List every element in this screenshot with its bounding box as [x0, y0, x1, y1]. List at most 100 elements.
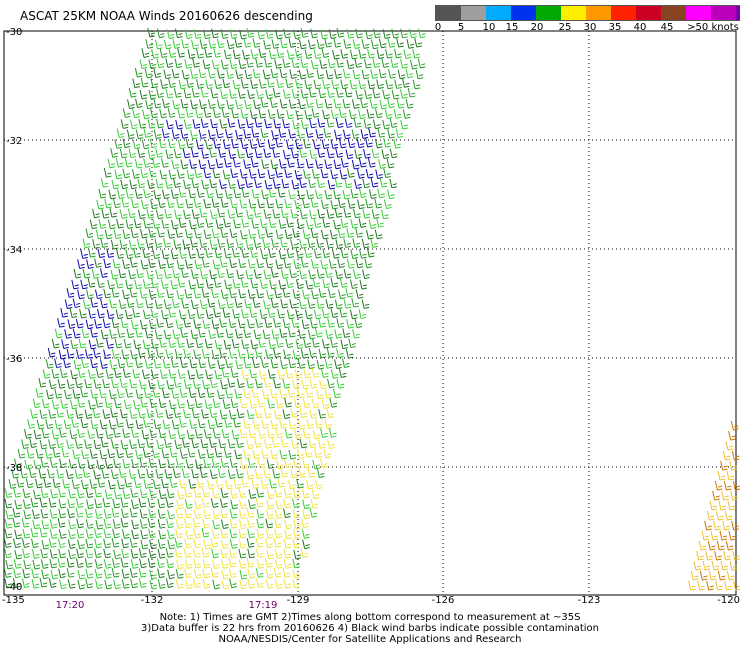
- wind-barb: [338, 289, 346, 300]
- wind-barb: [219, 409, 228, 420]
- wind-barb: [249, 308, 258, 318]
- wind-barb: [304, 49, 313, 59]
- wind-barb: [120, 179, 128, 190]
- wind-barb: [136, 238, 145, 249]
- wind-barb: [342, 98, 351, 109]
- wind-barb: [228, 318, 237, 329]
- wind-barb: [135, 419, 144, 430]
- wind-barb: [266, 459, 275, 469]
- wind-barb: [183, 179, 191, 189]
- wind-barb: [230, 368, 239, 378]
- wind-barb: [49, 549, 58, 559]
- colorbar-label: 45: [660, 22, 674, 33]
- wind-barb: [134, 279, 142, 290]
- wind-barb: [161, 249, 170, 260]
- wind-barb: [309, 209, 317, 220]
- wind-barb: [302, 229, 311, 240]
- wind-barb: [113, 229, 122, 239]
- wind-barb: [285, 338, 293, 348]
- wind-barb: [228, 149, 236, 159]
- wind-barb: [330, 109, 339, 119]
- wind-barb: [376, 79, 384, 89]
- wind-barb: [203, 428, 212, 439]
- wind-barb: [150, 199, 158, 210]
- wind-barb: [40, 548, 48, 559]
- wind-barb: [75, 318, 84, 329]
- wind-barb: [359, 279, 368, 290]
- wind-barb: [712, 490, 720, 501]
- wind-barb: [191, 88, 200, 98]
- wind-barb: [376, 217, 384, 228]
- latitude-label: -32: [6, 136, 22, 147]
- wind-barb: [261, 159, 269, 169]
- wind-barb: [232, 79, 241, 90]
- wind-barb: [190, 147, 199, 158]
- wind-barb: [139, 558, 147, 569]
- wind-barb: [327, 439, 335, 449]
- wind-barb: [180, 159, 189, 170]
- wind-barb: [126, 298, 135, 308]
- wind-barb: [253, 238, 262, 249]
- wind-barb: [122, 289, 130, 300]
- wind-barb: [153, 98, 162, 109]
- wind-barb: [282, 409, 291, 419]
- wind-barb: [255, 538, 264, 548]
- wind-barb: [225, 128, 233, 139]
- wind-barb: [366, 247, 375, 258]
- wind-barb: [120, 439, 129, 450]
- wind-barb: [94, 538, 102, 549]
- wind-barb: [183, 408, 191, 419]
- wind-barb: [66, 288, 75, 298]
- wind-barb: [316, 238, 324, 248]
- wind-barb: [273, 348, 281, 358]
- wind-barb: [212, 259, 221, 270]
- wind-barb: [66, 439, 74, 449]
- wind-barb: [100, 437, 109, 448]
- wind-barb: [275, 229, 284, 240]
- wind-barb: [261, 358, 269, 368]
- wind-barb: [121, 579, 130, 589]
- wind-barb: [312, 277, 321, 288]
- wind-barb: [337, 258, 345, 269]
- wind-barb: [352, 269, 361, 279]
- wind-barb: [226, 99, 234, 110]
- wind-barb: [358, 49, 367, 59]
- wind-barb: [289, 69, 297, 79]
- wind-barb: [414, 37, 422, 48]
- wind-barb: [238, 59, 247, 69]
- wind-barb: [402, 109, 411, 119]
- wind-barb: [133, 248, 141, 258]
- wind-barb: [240, 229, 248, 240]
- wind-barb: [181, 38, 189, 49]
- wind-barb: [157, 539, 166, 549]
- wind-barb: [235, 238, 244, 249]
- wind-barb: [239, 168, 248, 179]
- wind-barb: [65, 469, 74, 480]
- wind-barb: [379, 99, 388, 110]
- wind-barb: [352, 39, 361, 49]
- wind-barb: [108, 419, 117, 430]
- wind-barb: [271, 238, 279, 248]
- wind-barb: [243, 419, 251, 429]
- wind-barb: [193, 29, 202, 39]
- wind-barb: [184, 288, 193, 299]
- wind-barb: [334, 177, 343, 188]
- wind-barb: [281, 178, 290, 189]
- wind-barb: [208, 329, 216, 339]
- wind-barb: [247, 568, 256, 579]
- wind-barb: [171, 68, 180, 79]
- wind-barb: [282, 508, 291, 518]
- wind-barb: [166, 198, 175, 209]
- wind-barb: [192, 119, 201, 129]
- wind-barb: [293, 29, 301, 40]
- wind-barb: [245, 178, 253, 188]
- wind-barb: [260, 128, 269, 138]
- wind-barb: [382, 89, 390, 100]
- wind-barb: [334, 69, 342, 79]
- wind-barb: [167, 529, 175, 540]
- wind-barb: [184, 508, 192, 519]
- wind-barb: [163, 299, 172, 310]
- wind-barb: [76, 548, 84, 559]
- wind-barb: [297, 419, 306, 430]
- wind-barb: [333, 159, 342, 170]
